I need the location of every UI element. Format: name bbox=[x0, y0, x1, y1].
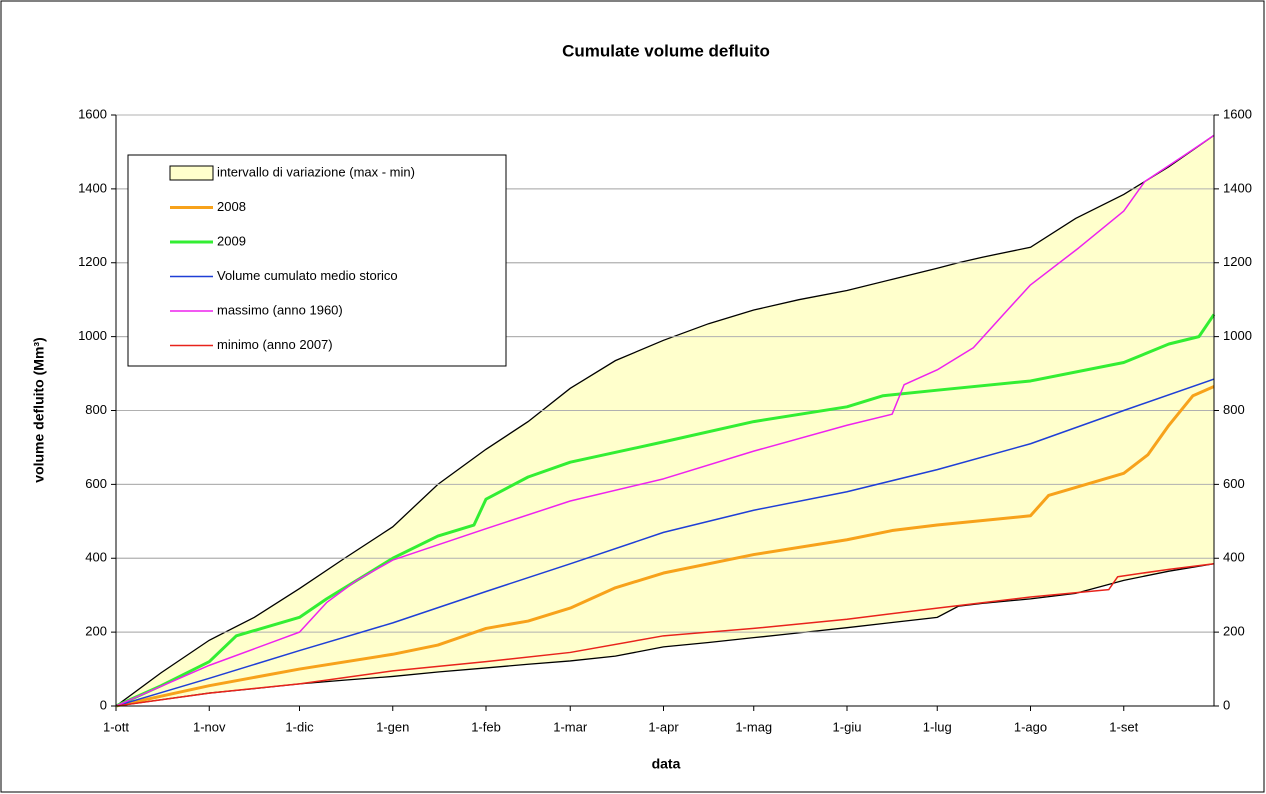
x-tick-label: 1-feb bbox=[471, 719, 501, 734]
series-line bbox=[115, 313, 1216, 708]
range-upper bbox=[115, 134, 1215, 707]
x-tick-label: 1-mag bbox=[735, 719, 772, 734]
y-axis-title: volume defluito (Mm³) bbox=[31, 337, 47, 482]
y2-tick-label: 400 bbox=[1223, 550, 1245, 565]
x-tick-label: 1-ago bbox=[1014, 719, 1047, 734]
y-tick-label: 0 bbox=[100, 697, 107, 712]
y-tick-label: 200 bbox=[85, 624, 107, 639]
y-tick-label: 1000 bbox=[78, 328, 107, 343]
y2-tick-label: 1600 bbox=[1223, 106, 1252, 121]
y2-tick-label: 1400 bbox=[1223, 180, 1252, 195]
legend-label: Volume cumulato medio storico bbox=[217, 268, 398, 283]
y-tick-label: 400 bbox=[85, 550, 107, 565]
y-tick-label: 800 bbox=[85, 402, 107, 417]
x-tick-label: 1-nov bbox=[193, 719, 226, 734]
legend-label: 2009 bbox=[217, 233, 246, 248]
y2-tick-label: 0 bbox=[1223, 697, 1230, 712]
y-tick-label: 1200 bbox=[78, 254, 107, 269]
series-line bbox=[115, 385, 1215, 708]
y-tick-label: 600 bbox=[85, 476, 107, 491]
series-line bbox=[115, 134, 1215, 707]
y-tick-label: 1400 bbox=[78, 180, 107, 195]
x-tick-label: 1-apr bbox=[648, 719, 679, 734]
legend-label: intervallo di variazione (max - min) bbox=[217, 164, 415, 179]
plot-area: 0 200 400 600 800 1000 1200 1400 1600 0 200 400 600 8… bbox=[78, 106, 1252, 734]
x-tick-label: 1-giu bbox=[833, 719, 862, 734]
x-tick-label: 1-dic bbox=[285, 719, 314, 734]
x-tick-label: 1-mar bbox=[553, 719, 588, 734]
y-tick-label: 1600 bbox=[78, 106, 107, 121]
y2-tick-label: 1000 bbox=[1223, 328, 1252, 343]
legend-label: minimo (anno 2007) bbox=[217, 337, 333, 352]
y2-tick-label: 800 bbox=[1223, 402, 1245, 417]
series-line bbox=[115, 563, 1215, 707]
legend: intervallo di variazione (max - min) 2008… bbox=[127, 154, 507, 367]
y2-tick-label: 1200 bbox=[1223, 254, 1252, 269]
legend-box bbox=[127, 154, 507, 367]
y2-tick-label: 600 bbox=[1223, 476, 1245, 491]
x-tick-label: 1-ott bbox=[103, 719, 129, 734]
x-tick-label: 1-set bbox=[1109, 719, 1138, 734]
legend-label: massimo (anno 1960) bbox=[217, 302, 343, 317]
x-tick-label: 1-gen bbox=[376, 719, 409, 734]
series-line bbox=[115, 378, 1215, 707]
chart-title: Cumulate volume defluito bbox=[562, 41, 770, 60]
range-area bbox=[116, 135, 1214, 707]
x-tick-label: 1-lug bbox=[923, 719, 952, 734]
y2-tick-label: 200 bbox=[1223, 624, 1245, 639]
x-axis-title: data bbox=[652, 756, 681, 772]
legend-label: 2008 bbox=[217, 199, 246, 214]
legend-swatch bbox=[169, 165, 214, 181]
